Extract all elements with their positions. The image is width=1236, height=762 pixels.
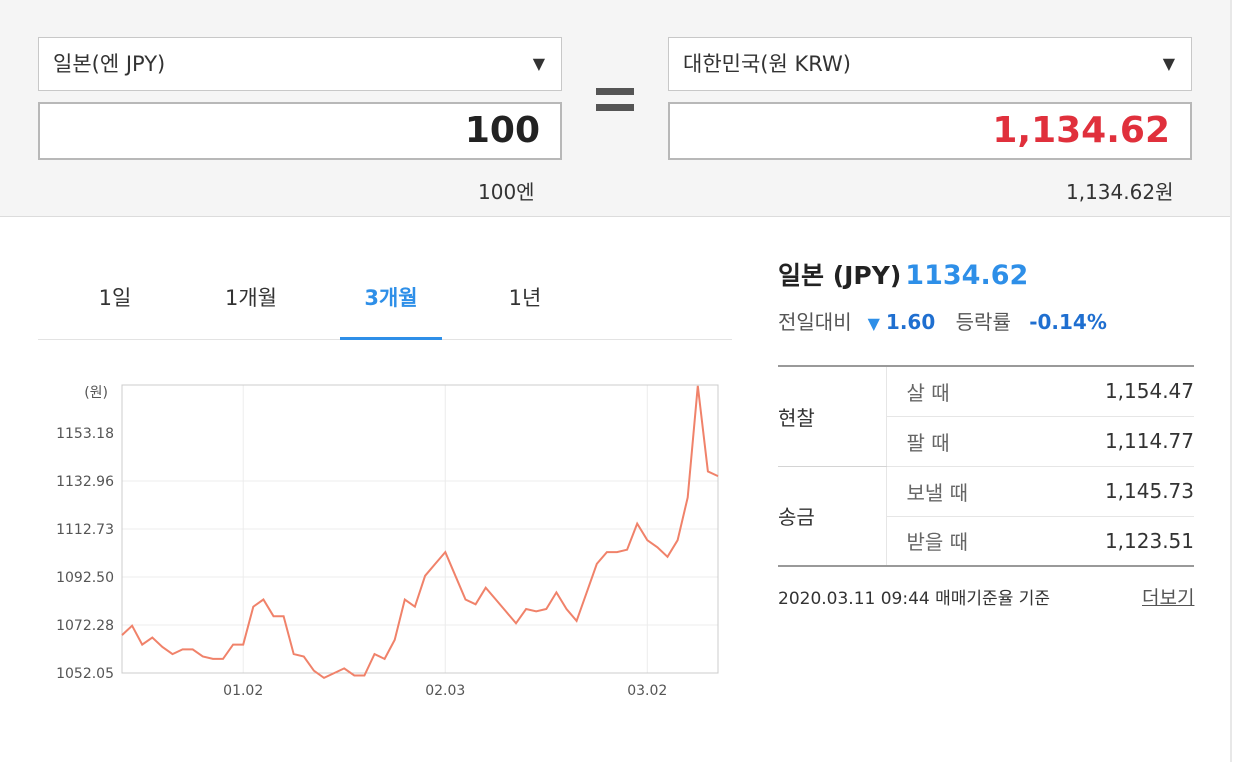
period-tabs: 1일 1개월 3개월 1년: [38, 278, 732, 340]
down-arrow-icon: ▼: [867, 314, 880, 333]
row-value: 1,123.51: [1033, 516, 1194, 567]
plot-border: [121, 384, 719, 674]
from-amount-readable: 100엔: [478, 180, 535, 204]
y-tick-label: 1132.96: [56, 474, 114, 490]
y-tick-label: 1112.73: [56, 522, 114, 538]
to-currency-select[interactable]: 대한민국(원 KRW) ▼: [668, 37, 1192, 91]
pct-label: 등락률: [955, 310, 1011, 334]
diff-value: 1.60: [885, 310, 936, 334]
row-label: 보낼 때: [886, 466, 1034, 517]
x-tick-label: 02.03: [425, 683, 465, 699]
from-amount-input[interactable]: 100: [38, 102, 562, 160]
country-label: 일본 (JPY): [778, 261, 902, 290]
y-tick-label: 1052.05: [56, 666, 114, 682]
more-link[interactable]: 더보기: [1142, 587, 1195, 609]
to-amount-input[interactable]: 1,134.62: [668, 102, 1192, 160]
current-rate: 1134.62: [905, 260, 1029, 291]
table-row: 송금 보낼 때 1,145.73: [778, 466, 1194, 567]
tab-1-day[interactable]: 1일: [98, 286, 132, 310]
rates-table: 현찰 살 때 1,154.47 팔 때 1,114.77 송금 보낼 때 1,1…: [778, 365, 1194, 567]
pct-value: -0.14%: [1029, 310, 1107, 334]
tab-3-months[interactable]: 3개월: [340, 278, 442, 340]
table-row: 받을 때 1,123.51: [778, 516, 1194, 567]
remit-category: 송금: [778, 466, 887, 567]
rate-headline: 일본 (JPY) 1134.62: [778, 256, 1028, 292]
row-value: 1,145.73: [1033, 466, 1194, 517]
chevron-down-icon: ▼: [1162, 54, 1175, 73]
row-label: 팔 때: [886, 416, 1034, 467]
from-currency-select[interactable]: 일본(엔 JPY) ▼: [38, 37, 562, 91]
from-currency-label: 일본(엔 JPY): [53, 52, 166, 76]
right-edge-divider: [1230, 0, 1232, 762]
table-row: 팔 때 1,114.77: [778, 416, 1194, 467]
row-value: 1,154.47: [1033, 366, 1194, 417]
x-tick-label: 01.02: [223, 683, 263, 699]
tab-1-month[interactable]: 1개월: [224, 286, 277, 310]
equals-icon: [596, 88, 634, 120]
diff-label: 전일대비: [778, 310, 852, 334]
y-tick-label: 1153.18: [56, 426, 114, 442]
table-row: 현찰 살 때 1,154.47: [778, 366, 1194, 467]
chevron-down-icon: ▼: [532, 54, 545, 73]
row-value: 1,114.77: [1033, 416, 1194, 467]
y-tick-label: 1092.50: [56, 570, 114, 586]
y-unit-label: (원): [84, 385, 108, 401]
rate-timestamp: 2020.03.11 09:44 매매기준율 기준: [778, 589, 1051, 609]
converter-panel: 일본(엔 JPY) ▼ 100 100엔 대한민국(원 KRW) ▼ 1,134…: [0, 0, 1230, 217]
row-label: 살 때: [886, 366, 1034, 417]
rate-change: 전일대비 ▼ 1.60 등락률 -0.14%: [778, 306, 1107, 335]
row-label: 받을 때: [886, 516, 1034, 567]
tab-1-year[interactable]: 1년: [508, 286, 542, 310]
to-amount-readable: 1,134.62원: [1066, 180, 1174, 204]
cash-category: 현찰: [778, 366, 887, 467]
to-currency-label: 대한민국(원 KRW): [683, 52, 851, 76]
x-tick-label: 03.02: [627, 683, 667, 699]
y-tick-label: 1072.28: [56, 618, 114, 634]
series-line: [121, 385, 719, 680]
rate-chart: 1153.18 1132.96 1112.73 1092.50 1072.28 1052.…: [56, 384, 719, 699]
